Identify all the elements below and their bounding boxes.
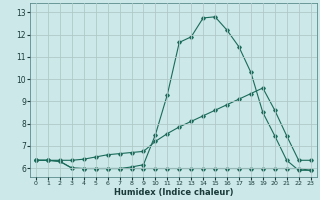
X-axis label: Humidex (Indice chaleur): Humidex (Indice chaleur): [114, 188, 233, 197]
